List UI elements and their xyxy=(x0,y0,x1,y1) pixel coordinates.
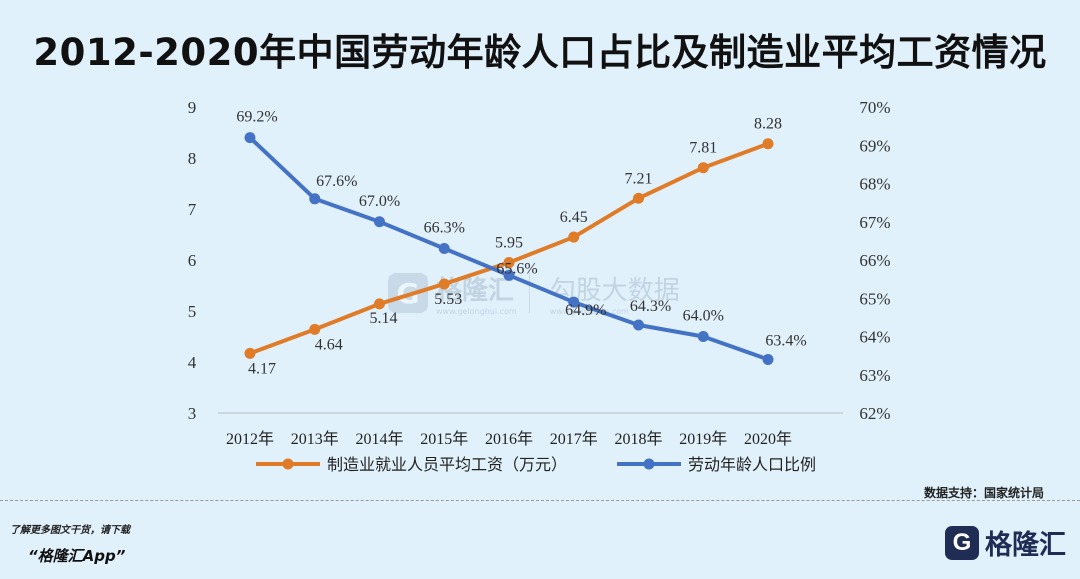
data-point-labor-ratio xyxy=(374,216,385,228)
legend-label-wage: 制造业就业人员平均工资（万元） xyxy=(327,455,567,474)
x-axis-tick: 2016年 xyxy=(485,430,533,448)
legend-label-labor-ratio: 劳动年龄人口比例 xyxy=(688,455,816,474)
right-axis-tick: 67% xyxy=(859,213,890,232)
data-label-labor-ratio: 69.2% xyxy=(236,109,277,126)
footer-app-name: “格隆汇App” xyxy=(28,547,126,565)
x-axis-tick: 2014年 xyxy=(355,430,403,448)
data-label-labor-ratio: 64.0% xyxy=(683,308,724,325)
data-label-wage: 8.28 xyxy=(754,116,782,133)
data-point-labor-ratio xyxy=(697,331,709,342)
data-label-wage: 5.14 xyxy=(370,310,398,327)
left-axis-tick: 4 xyxy=(188,353,197,372)
x-axis-tick: 2013年 xyxy=(291,430,339,448)
x-axis-tick: 2012年 xyxy=(226,430,274,448)
left-axis-tick: 6 xyxy=(188,251,197,270)
data-point-wage xyxy=(762,138,774,150)
data-label-labor-ratio: 64.3% xyxy=(630,298,671,315)
legend-marker-wage xyxy=(282,458,294,470)
data-point-labor-ratio xyxy=(633,319,644,331)
data-point-labor-ratio xyxy=(568,296,580,308)
right-axis-tick: 63% xyxy=(859,366,890,385)
x-axis-tick: 2018年 xyxy=(614,430,662,448)
data-label-labor-ratio: 63.4% xyxy=(765,332,806,349)
data-point-wage xyxy=(633,192,644,204)
left-axis-tick: 7 xyxy=(188,200,197,219)
data-point-labor-ratio xyxy=(309,193,321,205)
left-axis-tick: 9 xyxy=(188,98,197,117)
data-label-wage: 7.81 xyxy=(689,140,717,157)
right-axis-tick: 65% xyxy=(859,289,890,308)
data-source: 数据支持：国家统计局 xyxy=(923,486,1044,500)
footer-note: 了解更多图文干货，请下载 xyxy=(10,525,130,536)
logo-text: 格隆汇 xyxy=(985,530,1066,561)
logo-icon: G xyxy=(945,525,979,560)
data-point-wage xyxy=(374,298,385,310)
left-axis-tick: 5 xyxy=(188,302,197,321)
chart-title: 2012-2020年中国劳动年龄人口占比及制造业平均工资情况 xyxy=(33,31,1047,74)
x-axis-tick: 2015年 xyxy=(420,430,468,448)
left-axis-tick: 8 xyxy=(188,149,197,168)
data-point-labor-ratio xyxy=(244,132,256,144)
data-label-labor-ratio: 64.9% xyxy=(565,302,606,319)
data-label-wage: 5.95 xyxy=(495,235,523,252)
data-label-wage: 6.45 xyxy=(560,209,588,226)
data-point-labor-ratio xyxy=(762,353,774,365)
chart-area: 3 4 5 6 7 8 9 62% 63% 64% 65% 66% 67% 68% 69% 70% 2012年 2… xyxy=(188,98,891,474)
footer-divider xyxy=(0,500,1080,501)
data-label-wage: 4.17 xyxy=(248,360,276,377)
right-axis-tick: 69% xyxy=(859,136,890,155)
right-axis-tick: 66% xyxy=(859,251,890,270)
watermark-url-2: www.gogudata.com xyxy=(549,307,629,316)
watermark-url: www.gelonghui.com xyxy=(436,307,517,316)
right-axis-tick: 64% xyxy=(859,328,890,347)
legend-marker-labor-ratio xyxy=(643,458,655,470)
data-label-labor-ratio: 66.3% xyxy=(424,220,465,237)
watermark-separator xyxy=(528,273,530,313)
data-point-wage xyxy=(503,257,515,269)
data-label-wage: 5.53 xyxy=(434,291,462,308)
data-point-wage xyxy=(244,347,256,359)
data-point-wage xyxy=(438,278,450,290)
x-axis-tick: 2017年 xyxy=(550,430,598,448)
x-axis-tick: 2019年 xyxy=(679,430,727,448)
data-point-wage xyxy=(697,162,709,174)
data-label-wage: 7.21 xyxy=(625,170,653,187)
left-axis-tick: 3 xyxy=(188,404,197,423)
right-axis-tick: 70% xyxy=(859,98,890,117)
data-label-wage: 4.64 xyxy=(315,336,343,353)
x-axis-tick: 2020年 xyxy=(744,430,792,448)
data-label-labor-ratio: 67.6% xyxy=(316,173,357,190)
data-label-labor-ratio: 65.6% xyxy=(496,260,537,277)
footer-logo: G 格隆汇 xyxy=(945,523,1066,562)
right-axis-tick: 62% xyxy=(859,404,890,423)
data-point-labor-ratio xyxy=(503,269,515,281)
right-axis-tick: 68% xyxy=(859,175,890,194)
data-point-wage xyxy=(568,231,580,243)
data-point-labor-ratio xyxy=(438,243,450,255)
data-point-wage xyxy=(309,323,321,335)
data-label-labor-ratio: 67.0% xyxy=(359,193,400,210)
